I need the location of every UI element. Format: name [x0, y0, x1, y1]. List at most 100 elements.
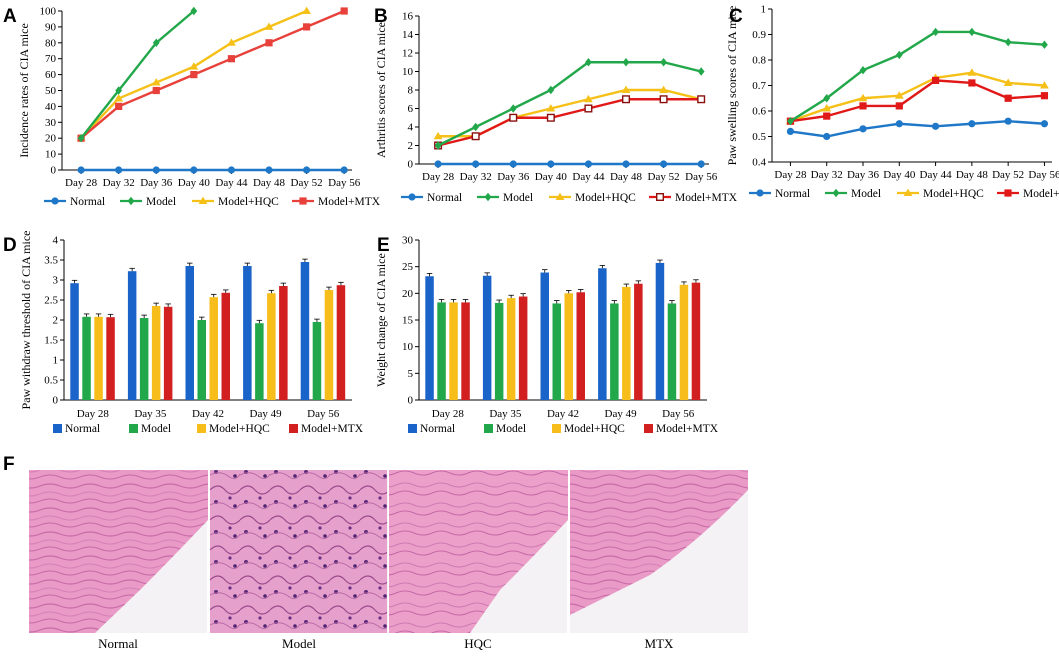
legend-item-model-hqc: Model+HQC	[192, 196, 279, 208]
y-tick-label: 0.7	[752, 80, 766, 92]
legend-swatch	[197, 424, 206, 433]
bar-normal	[425, 276, 434, 400]
y-tick-label: 25	[402, 261, 414, 273]
marker-square	[1040, 92, 1049, 100]
marker-triangle	[114, 94, 124, 102]
bar-normal	[655, 262, 665, 400]
marker-square	[656, 192, 665, 201]
series-line-model-mtx	[437, 98, 702, 147]
legend-item-model-mtx: Model+MTX	[644, 423, 719, 435]
marker-diamond	[859, 66, 867, 75]
bar-model-hqc	[324, 290, 334, 400]
marker-triangle	[1003, 78, 1013, 86]
y-tick-label: 50	[45, 85, 57, 97]
legend-item-model-mtx: Model+MTX	[997, 188, 1059, 200]
y-tick-label: 2	[408, 140, 414, 152]
y-tick-label: 20	[45, 133, 57, 145]
legend-label: Model+MTX	[301, 423, 364, 435]
chart-D: D Paw withdraw threshold of CIA mice 0 0.5 1…	[3, 231, 364, 435]
bar-normal	[185, 266, 194, 400]
y-tick-label: 15	[402, 315, 414, 327]
legend-swatch	[289, 424, 298, 433]
y-tick-label: 30	[402, 235, 414, 247]
marker-diamond	[622, 58, 630, 67]
series-line-model	[789, 30, 1045, 123]
legend-label: Model	[503, 192, 533, 204]
x-tick-label: Day 49	[250, 408, 283, 420]
y-tick-label: 1	[761, 4, 767, 16]
y-tick-label: 16	[402, 11, 414, 23]
legend-item-normal: Normal	[53, 423, 100, 435]
legend-item-model: Model	[484, 423, 526, 435]
bar-model-mtx	[691, 282, 701, 400]
x-tick-label: Day 40	[883, 169, 916, 181]
series-line-normal	[790, 119, 1045, 138]
legend-item-model: Model	[825, 188, 881, 200]
marker-diamond	[547, 85, 555, 95]
marker-triangle	[151, 78, 161, 86]
bar-normal	[482, 275, 492, 400]
legend-label: Model+MTX	[675, 192, 738, 204]
y-tick-label: 0.6	[752, 106, 766, 118]
bar-model	[312, 322, 322, 400]
x-tick-label: Day 36	[847, 169, 880, 181]
x-tick-label: Day 56	[662, 408, 695, 420]
marker-circle	[51, 197, 59, 205]
x-tick-label: Day 40	[178, 177, 211, 189]
y-tick-label: 5	[408, 368, 414, 380]
marker-diamond	[509, 104, 517, 113]
bar-model	[610, 303, 619, 400]
bar-model-mtx	[576, 292, 585, 400]
legend-item-normal: Normal	[44, 196, 105, 208]
bar-normal	[70, 283, 79, 400]
marker-triangle	[1040, 81, 1049, 89]
marker-square	[302, 23, 311, 31]
bar-model-hqc	[449, 302, 458, 400]
legend-item-model-hqc: Model+HQC	[197, 423, 270, 435]
legend-label: Model+HQC	[923, 188, 984, 200]
marker-triangle	[584, 94, 593, 103]
bar-model-mtx	[279, 286, 288, 400]
series-line-model-hqc	[790, 71, 1045, 123]
bar-normal	[598, 268, 607, 400]
bar-normal	[300, 262, 310, 400]
x-tick-label: Day 56	[307, 408, 340, 420]
marker-circle	[408, 193, 416, 201]
legend-item-normal: Normal	[749, 188, 810, 200]
y-tick-label: 10	[402, 66, 414, 78]
y-tick-label: 4	[53, 235, 59, 247]
legend-swatch	[644, 424, 653, 433]
histology-caption: HQC	[464, 636, 491, 651]
legend-item-normal: Normal	[401, 192, 462, 204]
legend-item-model-hqc: Model+HQC	[549, 192, 636, 204]
x-tick-label: Day 35	[134, 408, 167, 420]
marker-circle	[697, 160, 705, 168]
x-tick-label: Day 48	[253, 177, 286, 189]
marker-square	[659, 95, 668, 104]
bar-normal	[243, 266, 252, 400]
x-tick-label: Day 28	[77, 408, 110, 420]
bar-model-mtx	[163, 306, 173, 400]
x-tick-label: Day 42	[192, 408, 224, 420]
x-tick-label: Day 56	[1028, 169, 1059, 181]
y-tick-label: 10	[45, 149, 57, 161]
marker-triangle	[822, 104, 832, 112]
panel-label: A	[3, 6, 17, 27]
y-tick-label: 60	[45, 69, 57, 81]
marker-diamond	[152, 38, 160, 47]
marker-circle	[756, 189, 764, 197]
histology-image-normal	[29, 470, 208, 633]
panel-label: B	[374, 6, 388, 27]
marker-square	[190, 71, 198, 79]
y-tick-label: 2	[53, 315, 59, 327]
legend-label: Model+MTX	[318, 196, 381, 208]
x-tick-label: Day 52	[648, 171, 680, 183]
y-tick-label: 0	[408, 159, 414, 171]
bar-model	[82, 316, 91, 400]
marker-triangle	[546, 104, 556, 112]
panel-label: C	[729, 6, 743, 27]
marker-square	[968, 79, 976, 87]
marker-square	[546, 113, 555, 122]
marker-diamond	[932, 27, 939, 37]
